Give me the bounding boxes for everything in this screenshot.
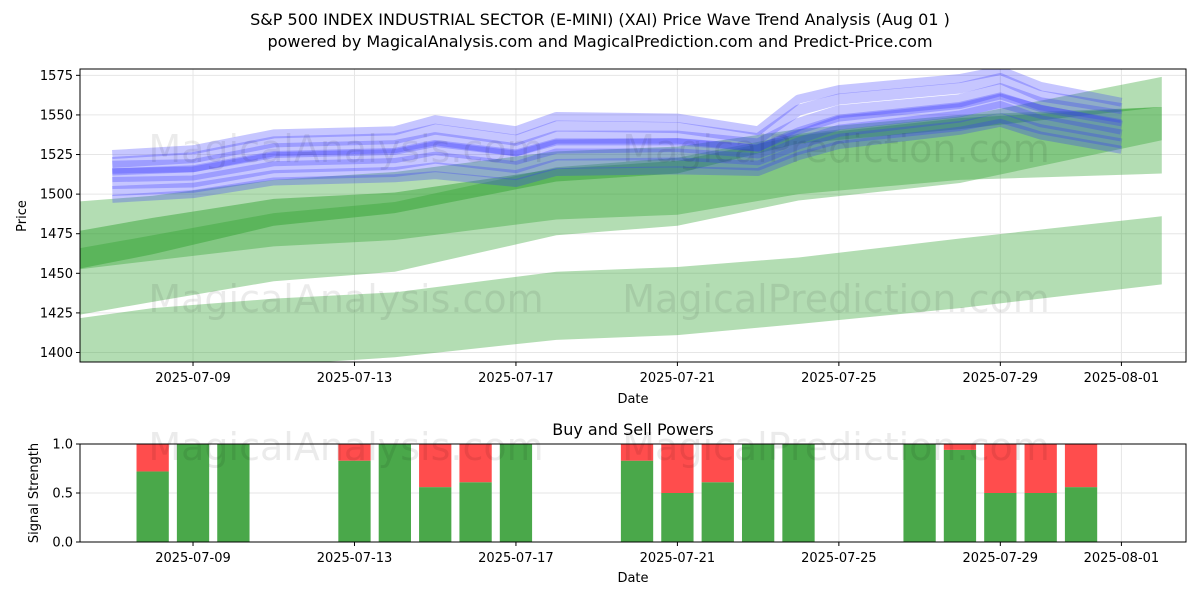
buy-bar — [1064, 487, 1098, 542]
powers-bars — [136, 444, 1098, 542]
watermark-text: MagicalAnalysis.com — [148, 277, 543, 321]
buy-bar — [459, 482, 492, 542]
powers-x-tick-label: 2025-07-09 — [155, 551, 231, 566]
buy-bar — [741, 444, 775, 542]
powers-y-ticks: 0.0 0.5 1.0 — [52, 438, 80, 551]
price-y-tick-label: 1500 — [40, 188, 73, 203]
watermark-text: MagicalPrediction.com — [622, 425, 1050, 469]
price-y-tick-label: 1450 — [40, 267, 73, 282]
price-y-tick-label: 1400 — [40, 346, 73, 361]
forecast-path — [112, 69, 1123, 160]
price-x-tick-label: 2025-07-21 — [640, 371, 716, 386]
forecast-path — [112, 92, 1123, 176]
sell-bar — [620, 444, 654, 461]
price-x-tick-label: 2025-08-01 — [1084, 371, 1160, 386]
price-x-tick-label: 2025-07-13 — [317, 371, 393, 386]
buy-bar — [984, 493, 1017, 542]
sell-bar — [459, 444, 492, 483]
powers-x-tick-label: 2025-07-25 — [801, 551, 877, 566]
price-y-tick-label: 1550 — [40, 108, 73, 123]
buy-bar — [782, 444, 815, 542]
watermark-text: MagicalAnalysis.com — [148, 127, 543, 171]
buy-bar — [903, 444, 936, 542]
powers-x-ticks: 2025-07-09 2025-07-13 2025-07-17 2025-07-21… — [155, 542, 1159, 566]
buy-bar — [176, 444, 210, 542]
forecast-path — [112, 113, 1123, 196]
sell-bar — [661, 444, 694, 493]
powers-y-tick-label: 0.0 — [52, 536, 73, 551]
chart-title: S&P 500 INDEX INDUSTRIAL SECTOR (E-MINI)… — [250, 10, 950, 29]
price-y-label: Price — [15, 200, 30, 232]
green-band — [80, 76, 1162, 315]
watermark-text: MagicalPrediction.com — [622, 277, 1050, 321]
watermark-text: MagicalPrediction.com — [622, 127, 1050, 171]
buy-bar — [701, 482, 734, 542]
powers-x-tick-label: 2025-07-13 — [317, 551, 393, 566]
price-x-tick-label: 2025-07-29 — [963, 371, 1039, 386]
sell-bar — [701, 444, 734, 483]
buy-bar — [136, 471, 169, 542]
powers-x-tick-label: 2025-07-21 — [640, 551, 716, 566]
forecast-path — [112, 93, 1123, 183]
powers-x-tick-label: 2025-07-17 — [478, 551, 554, 566]
price-x-ticks: 2025-07-09 2025-07-13 2025-07-17 2025-07-21… — [155, 362, 1159, 386]
powers-y-tick-label: 1.0 — [52, 438, 73, 453]
price-y-ticks: 1400 1425 1450 1475 1500 1525 1550 1575 — [40, 69, 80, 361]
green-band — [80, 107, 1162, 270]
price-plot-frame — [79, 68, 1187, 363]
sell-bar — [943, 444, 977, 450]
watermark-text: MagicalAnalysis.com — [148, 425, 543, 469]
powers-watermarks: MagicalAnalysis.com MagicalPrediction.com — [148, 425, 1049, 469]
green-bands — [80, 76, 1162, 362]
sell-bar — [419, 444, 452, 488]
price-x-label: Date — [617, 392, 648, 407]
sell-bar — [1064, 444, 1098, 488]
price-x-tick-label: 2025-07-09 — [155, 371, 231, 386]
buy-bar — [338, 460, 371, 542]
powers-x-label: Date — [617, 571, 648, 586]
forecast-path — [112, 118, 1123, 203]
chart-subtitle: powered by MagicalAnalysis.com and Magic… — [267, 32, 933, 51]
price-grid — [80, 69, 1186, 362]
buy-bar — [217, 444, 250, 542]
price-y-tick-label: 1475 — [40, 227, 73, 242]
forecast-path — [112, 101, 1123, 190]
forecast-path — [111, 73, 1123, 168]
price-y-tick-label: 1425 — [40, 306, 73, 321]
sell-bar — [338, 444, 371, 461]
sell-bar — [984, 444, 1017, 493]
powers-y-label: Signal Strength — [27, 443, 42, 543]
forecast-paths — [111, 69, 1123, 203]
green-band — [80, 216, 1162, 362]
powers-x-tick-label: 2025-07-29 — [963, 551, 1039, 566]
price-y-tick-label: 1575 — [40, 69, 73, 84]
price-watermarks: MagicalAnalysis.com MagicalPrediction.com… — [148, 127, 1049, 321]
price-x-tick-label: 2025-07-17 — [478, 371, 554, 386]
powers-y-tick-label: 0.5 — [52, 487, 73, 502]
buy-bar — [620, 460, 654, 542]
forecast-path — [112, 83, 1123, 174]
buy-bar — [661, 493, 694, 542]
powers-x-tick-label: 2025-08-01 — [1084, 551, 1160, 566]
buy-bar — [419, 487, 452, 542]
buy-bar — [1024, 493, 1057, 542]
sell-bar — [1024, 444, 1057, 493]
buy-bar — [378, 444, 411, 542]
buy-bar — [943, 449, 977, 542]
sell-bar — [136, 444, 169, 472]
buy-bar — [499, 444, 533, 542]
price-y-tick-label: 1525 — [40, 148, 73, 163]
price-x-tick-label: 2025-07-25 — [801, 371, 877, 386]
powers-title: Buy and Sell Powers — [552, 420, 714, 439]
